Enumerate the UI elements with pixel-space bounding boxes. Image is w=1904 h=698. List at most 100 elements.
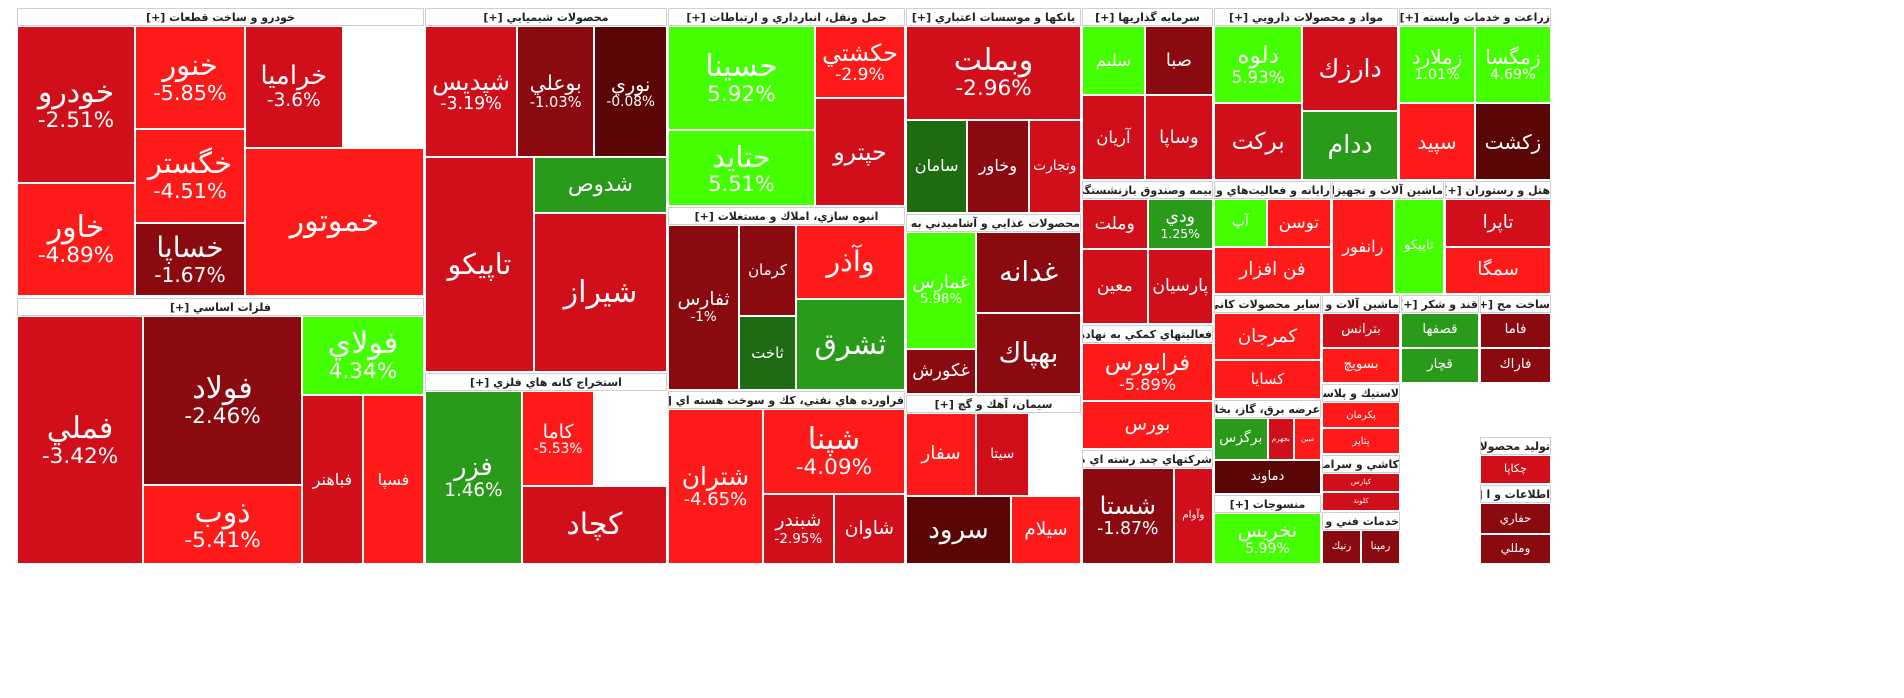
sector-header[interactable]: توليد محصولا [+] [1480, 437, 1551, 455]
sector-header[interactable]: انبوه سازي، املاك و مستغلات [+] [668, 207, 905, 225]
stock-tile[interactable]: تاپيكو [1393, 199, 1444, 294]
stock-tile[interactable]: خراميا -3.6% [244, 26, 343, 148]
sector-header[interactable]: خدمات فني و [+] [1322, 512, 1400, 530]
stock-tile[interactable]: كاما -5.53% [521, 391, 595, 487]
sector-header[interactable]: استخراج كانه هاي فلزي [+] [425, 373, 667, 391]
stock-tile[interactable]: غدانه [976, 232, 1081, 313]
stock-tile[interactable]: رنيك [1322, 530, 1361, 564]
stock-tile[interactable]: كسايا [1214, 360, 1321, 399]
stock-tile[interactable]: سليم [1082, 26, 1145, 96]
sector-header[interactable]: ساير محصولات كاني غ [+] [1214, 295, 1321, 313]
sector-header[interactable]: مواد و محصولات دارويي [+] [1214, 8, 1398, 26]
sector-header[interactable]: ماشين آلات و تجهيزات [+] [1332, 181, 1444, 199]
stock-tile[interactable]: قصفها [1401, 313, 1479, 348]
sector-header[interactable]: حمل ونقل، انبارداري و ارتباطات [+] [668, 8, 905, 26]
stock-tile[interactable]: ودي 1.25% [1147, 199, 1213, 249]
stock-tile[interactable]: رمپنا [1361, 530, 1400, 564]
stock-tile[interactable]: فرابورس -5.89% [1082, 343, 1213, 402]
stock-tile[interactable]: سرود [906, 496, 1011, 564]
stock-tile[interactable]: سيتا [976, 413, 1029, 497]
sector-header[interactable]: هتل و رستوران [+] [1445, 181, 1551, 199]
stock-tile[interactable]: زكشت [1475, 103, 1551, 180]
stock-tile[interactable]: حكشتي -2.9% [814, 26, 905, 98]
sector-header[interactable]: قند و شكر [+] [1401, 295, 1479, 313]
sector-header[interactable]: محصولات شيميايي [+] [425, 8, 667, 26]
stock-tile[interactable]: زملارد 1.01% [1399, 26, 1475, 103]
stock-tile[interactable]: شاوان [833, 494, 905, 564]
stock-tile[interactable]: صبا [1144, 26, 1213, 96]
stock-tile[interactable]: حتايد 5.51% [668, 130, 815, 206]
sector-header[interactable]: ساخت مح [+] [1480, 295, 1551, 313]
stock-tile[interactable]: آريان [1082, 95, 1145, 180]
stock-tile[interactable]: قچار [1401, 348, 1479, 383]
sector-header[interactable]: منسوجات [+] [1214, 495, 1321, 513]
stock-tile[interactable]: ثاخت [739, 315, 796, 390]
stock-tile[interactable]: سامان [906, 119, 968, 213]
stock-tile[interactable]: نخريس 5.99% [1214, 513, 1321, 564]
stock-tile[interactable]: آپ [1214, 199, 1267, 247]
stock-tile[interactable]: كپارس [1322, 473, 1400, 492]
stock-tile[interactable]: چكاپا [1480, 455, 1551, 484]
stock-tile[interactable]: برگزس [1214, 418, 1268, 460]
sector-header[interactable]: اطلاعات و ا [+] [1480, 485, 1551, 503]
stock-tile[interactable]: بترانس [1322, 313, 1400, 348]
sector-header[interactable]: فلزات اساسي [+] [17, 298, 424, 316]
stock-tile[interactable]: فن افزار [1214, 246, 1331, 294]
sector-header[interactable]: رايانه و فعاليت‌هاي وابسته [+] [1214, 181, 1331, 199]
sector-header[interactable]: فراورده هاي نفتي، كك و سوخت هسته اي [+] [668, 391, 905, 409]
stock-tile[interactable]: بهپاك [976, 313, 1081, 394]
stock-tile[interactable]: فولاي 4.34% [301, 316, 424, 396]
stock-tile[interactable]: شبندر -2.95% [762, 494, 834, 564]
stock-tile[interactable]: مبين [1294, 418, 1321, 460]
sector-header[interactable]: سرمايه گذاريها [+] [1082, 8, 1213, 26]
stock-tile[interactable]: خموتور [244, 147, 424, 296]
stock-tile[interactable]: خاور -4.89% [17, 182, 136, 296]
stock-tile[interactable]: سفار [906, 413, 976, 497]
stock-tile[interactable]: شستا -1.87% [1082, 468, 1174, 564]
sector-header[interactable]: لاستيك و پلاستيك [+] [1322, 384, 1400, 402]
stock-tile[interactable]: خگستر -4.51% [135, 128, 245, 224]
stock-tile[interactable]: فزر 1.46% [425, 391, 522, 564]
stock-tile[interactable]: پكرمان [1322, 402, 1400, 428]
stock-tile[interactable]: بجهرم [1267, 418, 1295, 460]
stock-tile[interactable]: تاپرا [1445, 199, 1551, 247]
stock-tile[interactable]: وآوام [1173, 468, 1213, 564]
stock-tile[interactable]: معين [1082, 249, 1148, 324]
stock-tile[interactable]: وخاور [967, 119, 1029, 213]
stock-tile[interactable]: وساپا [1144, 95, 1213, 180]
stock-tile[interactable]: نوري -0.08% [594, 26, 667, 158]
stock-tile[interactable]: فسپا [362, 395, 424, 564]
stock-tile[interactable]: پارسيان [1147, 249, 1213, 324]
stock-tile[interactable]: زمگسا 4.69% [1475, 26, 1551, 103]
stock-tile[interactable]: بسويچ [1322, 348, 1400, 383]
stock-tile[interactable]: ثشرق [795, 299, 905, 390]
stock-tile[interactable]: كچاد [521, 486, 667, 564]
sector-header[interactable]: فعاليتهاي كمكي به نهادهاي م [+] [1082, 325, 1213, 343]
stock-tile[interactable]: دماوند [1214, 459, 1321, 494]
stock-tile[interactable]: تاپيكو [425, 157, 534, 372]
stock-tile[interactable]: شدوص [533, 157, 667, 213]
sector-header[interactable]: سيمان، آهك و گچ [+] [906, 395, 1081, 413]
sector-header[interactable]: ماشين آلات و [+] [1322, 295, 1400, 313]
stock-tile[interactable]: كلوند [1322, 492, 1400, 511]
stock-tile[interactable]: كمرجان [1214, 313, 1321, 361]
sector-header[interactable]: بانكها و موسسات اعتباري [+] [906, 8, 1081, 26]
stock-tile[interactable]: ثفارس -1% [668, 225, 740, 390]
stock-tile[interactable]: ذوب -5.41% [143, 484, 302, 564]
stock-tile[interactable]: كرمان [739, 225, 796, 316]
stock-tile[interactable]: فاراك [1480, 348, 1551, 383]
sector-header[interactable]: بيمه وصندوق بازنشستگي به ج [+] [1082, 181, 1213, 199]
stock-tile[interactable]: شيراز [533, 212, 667, 372]
stock-tile[interactable]: خساپا -1.67% [135, 223, 245, 296]
stock-tile[interactable]: حسينا 5.92% [668, 26, 815, 131]
stock-tile[interactable]: غكورش [906, 348, 976, 394]
stock-tile[interactable]: وبملت -2.96% [906, 26, 1081, 120]
stock-tile[interactable]: شپنا -4.09% [762, 409, 905, 495]
stock-tile[interactable]: شپديس -3.19% [425, 26, 517, 158]
stock-tile[interactable]: حپترو [814, 98, 905, 206]
stock-tile[interactable]: خودرو -2.51% [17, 26, 136, 183]
stock-tile[interactable]: توسن [1266, 199, 1331, 247]
stock-tile[interactable]: ومللي [1480, 533, 1551, 564]
sector-header[interactable]: شركتهاي چند رشته اي صنعتي [+] [1082, 450, 1213, 468]
stock-tile[interactable]: فباهنر [301, 395, 363, 564]
